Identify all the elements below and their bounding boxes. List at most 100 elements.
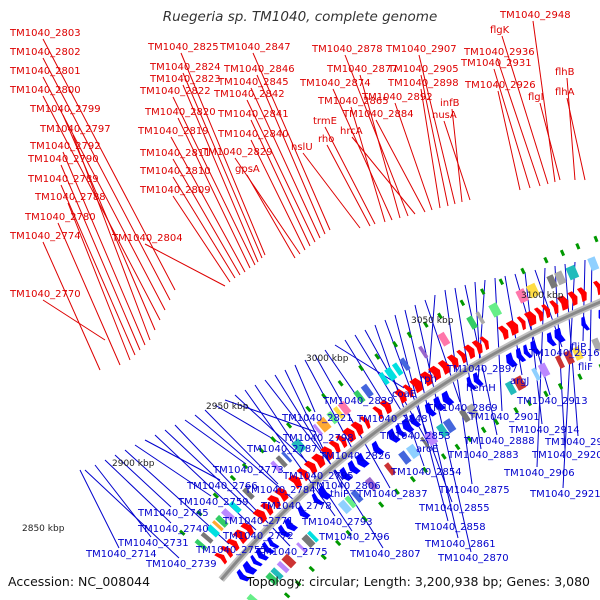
- forward-gene-arrow: [471, 340, 483, 355]
- inner-marker: [466, 435, 473, 443]
- forward-gene-label: TM1040_2825: [147, 42, 219, 53]
- forward-gene-arrow: [260, 502, 274, 516]
- reverse-feature-band: [344, 495, 357, 509]
- reverse-gene-label: TM1040_2869: [426, 403, 498, 414]
- forward-feature-band: [206, 524, 220, 538]
- forward-leader-line: [375, 119, 426, 213]
- reverse-leader-line: [104, 459, 172, 524]
- forward-leader-line: [144, 243, 226, 287]
- forward-gene-label: TM1040_2802: [9, 47, 81, 58]
- forward-feature-band: [488, 302, 503, 318]
- reverse-gene-label: TM1040_2914: [508, 425, 580, 436]
- reverse-gene-label: TM1040_2921: [529, 489, 600, 500]
- forward-leader-line: [566, 97, 586, 181]
- forward-leader-line: [172, 195, 231, 283]
- forward-feature-band: [418, 345, 429, 359]
- forward-gene-label: TM1040_2780: [24, 212, 96, 223]
- forward-gene-label: TM1040_2788: [34, 192, 106, 203]
- forward-gene-label: TM1040_2847: [219, 42, 291, 53]
- forward-gene-label: TM1040_2810: [139, 166, 211, 177]
- forward-gene-arrow: [350, 421, 364, 437]
- reverse-gene-label: TM1040_2740: [137, 524, 209, 535]
- outer-marker: [305, 405, 312, 413]
- outer-marker: [179, 529, 186, 536]
- reverse-gene-label: TM1040_2739: [145, 559, 217, 570]
- outer-marker: [270, 436, 277, 443]
- forward-feature-band: [316, 416, 332, 433]
- reverse-feature-band: [405, 443, 421, 460]
- forward-leader-line: [332, 88, 393, 221]
- forward-gene-label: gpsA: [235, 164, 260, 175]
- forward-gene-label: rho: [318, 134, 334, 145]
- forward-leader-line: [172, 176, 236, 279]
- forward-gene-label: TM1040_2846: [223, 64, 295, 75]
- inner-marker: [393, 488, 400, 495]
- forward-feature-band: [275, 455, 288, 468]
- forward-gene-arrow: [226, 538, 240, 552]
- inner-marker: [409, 475, 416, 483]
- inner-marker: [480, 426, 487, 434]
- reverse-leader-line: [184, 419, 247, 465]
- reverse-leader-line: [334, 344, 405, 389]
- inner-marker: [513, 406, 519, 414]
- forward-gene-label: TM1040_2819: [137, 126, 209, 137]
- reverse-leader-line: [79, 469, 120, 549]
- reverse-leader-line: [164, 429, 257, 516]
- reverse-gene-label: fliF: [578, 362, 593, 373]
- inner-marker: [577, 373, 583, 381]
- reverse-gene-label: TM1040_2848: [356, 414, 428, 425]
- reverse-feature-band: [276, 560, 290, 574]
- outer-marker: [575, 243, 581, 250]
- reverse-gene-label: TM1040_2766: [186, 481, 258, 492]
- forward-gene-arrow: [557, 295, 569, 311]
- forward-leader-line: [418, 54, 456, 205]
- forward-leader-line: [324, 126, 376, 225]
- forward-gene-label: TM1040_2905: [387, 64, 459, 75]
- forward-feature-band: [565, 264, 580, 281]
- forward-feature-band: [437, 331, 451, 347]
- reverse-feature-band: [307, 530, 319, 543]
- forward-feature-band: [242, 487, 255, 500]
- forward-feature-band: [291, 438, 307, 454]
- reverse-feature-band: [301, 534, 316, 549]
- outer-marker: [459, 299, 466, 307]
- forward-leader-line: [566, 77, 576, 181]
- forward-gene-arrow: [214, 552, 228, 565]
- forward-leader-line: [170, 136, 246, 273]
- reverse-gene-label: TM1040_2773: [212, 465, 284, 476]
- reverse-gene-label: TM1040_2826: [319, 451, 391, 462]
- outer-marker: [358, 364, 365, 372]
- reverse-gene-label: TM1040_2861: [424, 539, 496, 550]
- reverse-gene-arrow: [242, 560, 258, 575]
- reverse-gene-label: TM1040_2897: [446, 364, 518, 375]
- forward-gene-label: TM1040_2797: [39, 124, 111, 135]
- reverse-gene-label: TM1040_2839: [322, 396, 394, 407]
- reverse-leader-line: [94, 464, 152, 538]
- forward-feature-band: [378, 371, 390, 386]
- forward-leader-line: [177, 117, 251, 269]
- forward-gene-arrow: [240, 522, 254, 536]
- reverse-gene-arrow: [355, 452, 370, 468]
- reverse-gene-arrow: [387, 428, 401, 443]
- reverse-gene-label: TM1040_2775: [256, 547, 328, 558]
- feature-rings: [179, 235, 600, 600]
- reverse-gene-label: TM1040_2906: [503, 468, 575, 479]
- map-title: Ruegeria sp. TM1040, complete genome: [162, 9, 438, 25]
- reverse-leader-line: [424, 299, 461, 403]
- forward-gene-label: TM1040_2809: [139, 185, 211, 196]
- forward-leader-line: [451, 108, 463, 203]
- forward-leader-line: [252, 52, 331, 231]
- forward-gene-arrow: [497, 325, 509, 340]
- reverse-feature-band: [591, 337, 600, 353]
- forward-leader-line: [539, 102, 561, 181]
- reverse-gene-arrow: [339, 466, 353, 481]
- forward-leader-line: [443, 120, 471, 201]
- forward-leader-line: [351, 136, 416, 215]
- outer-marker: [321, 392, 328, 400]
- reverse-gene-arrow: [401, 418, 415, 433]
- reverse-gene-label: TM1040_2771: [222, 516, 294, 527]
- reverse-gene-arrow: [515, 347, 527, 363]
- forward-gene-label: hrcA: [340, 126, 363, 137]
- reverse-leader-line: [154, 434, 257, 531]
